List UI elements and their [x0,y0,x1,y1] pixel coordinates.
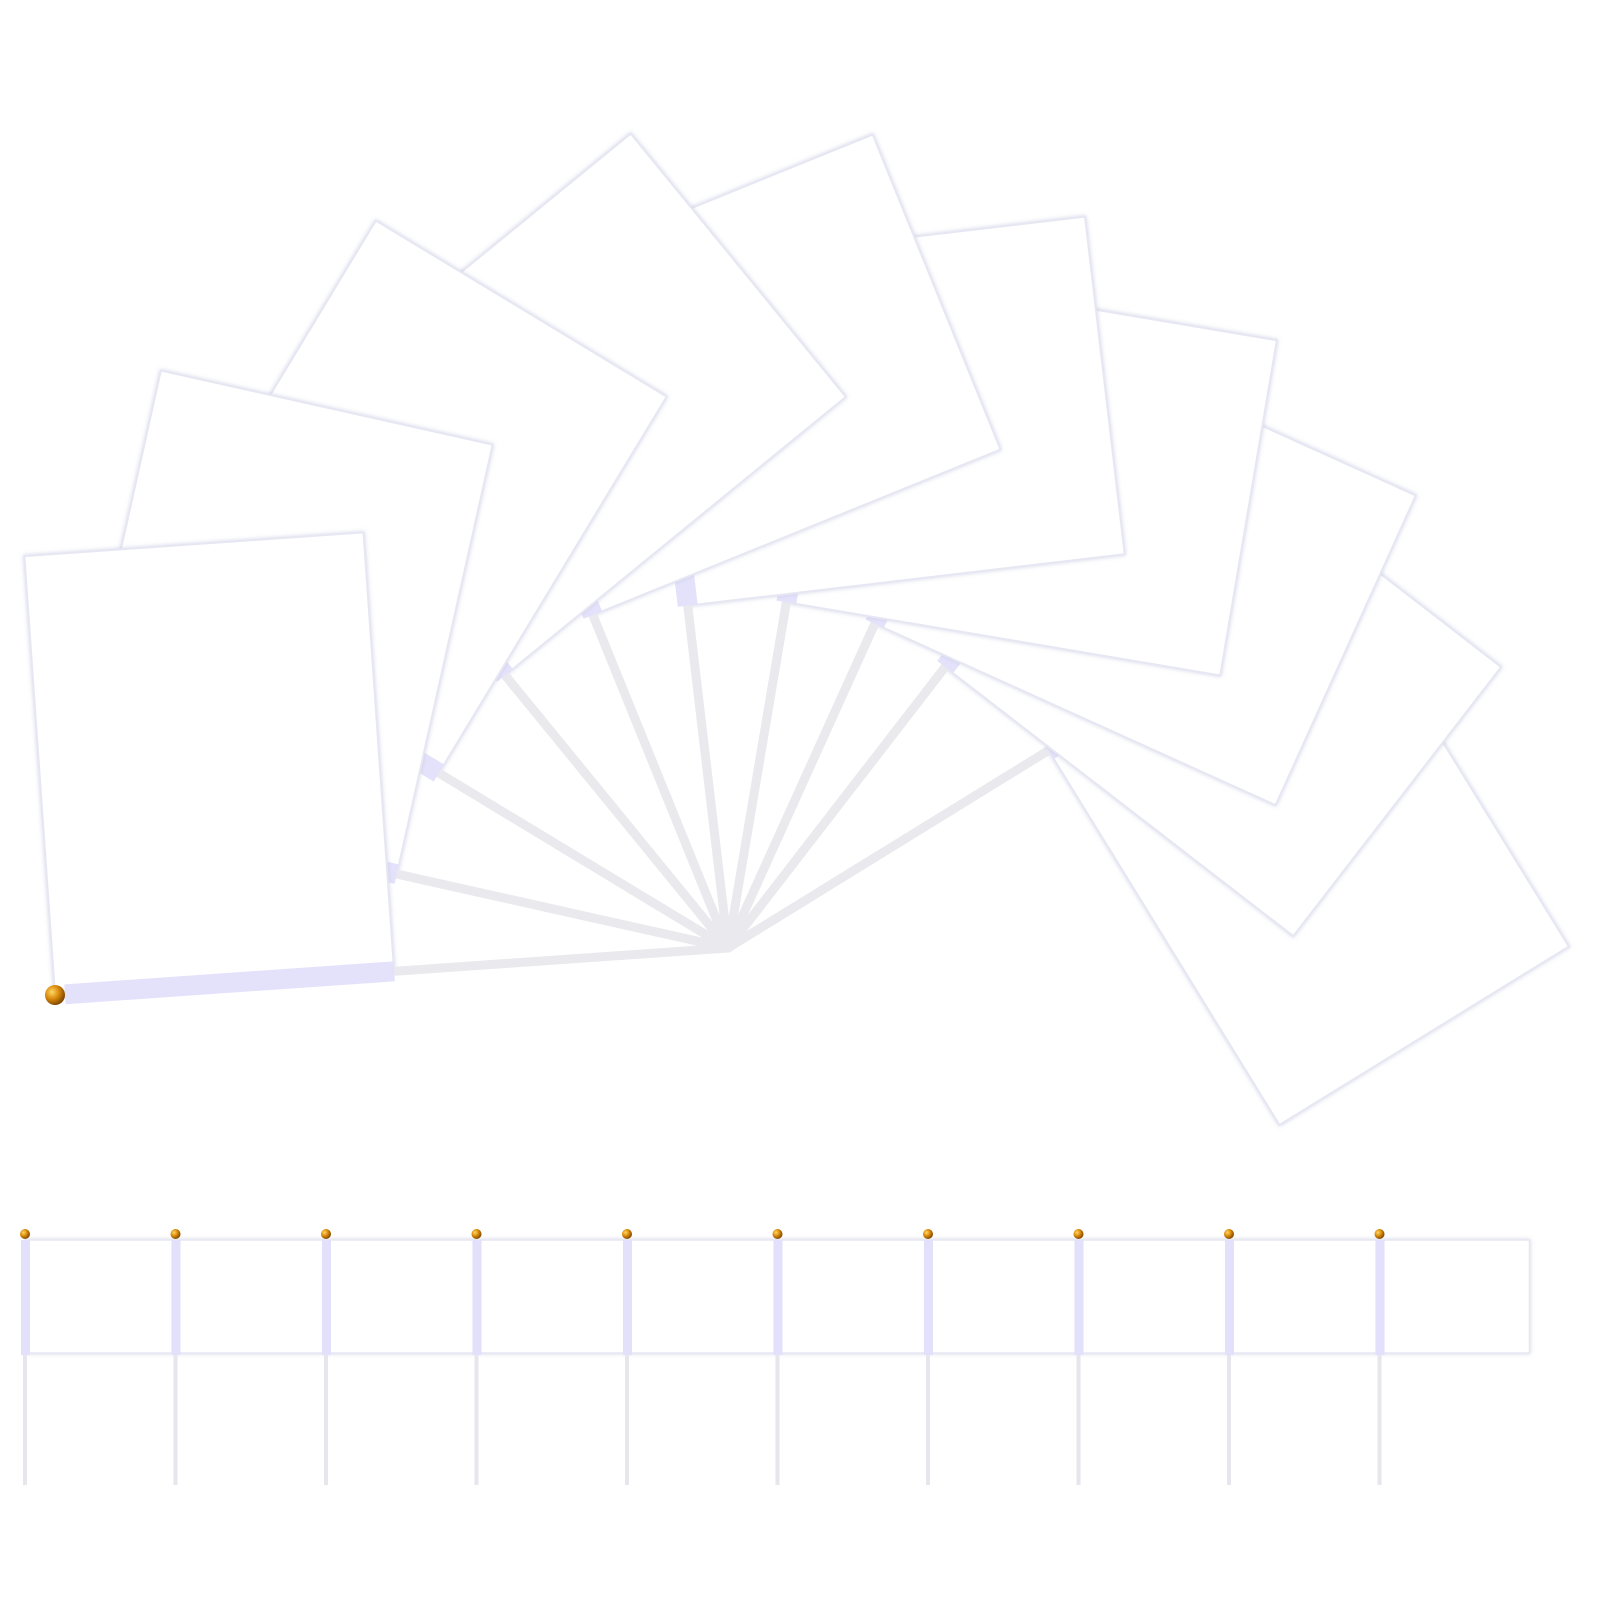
flag-cloth [325,1239,477,1354]
gold-ball [1374,1229,1385,1239]
small-flag [772,1229,929,1485]
small-flag [321,1229,477,1485]
flag-sleeve [21,1240,30,1355]
flag-sleeve [472,1240,482,1355]
small-flag [1224,1229,1380,1485]
gold-ball [321,1229,331,1239]
gold-ball [45,985,65,1005]
fan-of-flags [23,132,1571,1127]
flag-sleeve [924,1240,933,1355]
flag-sleeve [623,1240,632,1355]
small-flag [1073,1229,1230,1485]
flag-sleeve [322,1240,331,1355]
gold-ball [622,1229,632,1239]
flag-sleeve [1225,1240,1234,1355]
flag-cloth [626,1239,778,1354]
row-of-flags [20,1229,1531,1485]
flag-sleeve [1375,1240,1385,1355]
small-flag [1374,1229,1531,1485]
gold-ball [471,1229,482,1239]
flag-cloth [24,1239,176,1354]
flag-cloth [23,531,396,997]
gold-ball [1224,1229,1234,1239]
flag-cloth [1378,1239,1531,1354]
small-flag [471,1229,628,1485]
small-flag [622,1229,778,1485]
small-flag [923,1229,1079,1485]
gold-ball [1073,1229,1084,1239]
flag-cloth [174,1239,327,1354]
flag-cloth [927,1239,1079,1354]
flag-cloth [475,1239,628,1354]
gold-ball [20,1229,30,1239]
flag-cloth [1228,1239,1380,1354]
flag [23,531,733,1005]
gold-ball [772,1229,783,1239]
flag-sleeve [773,1240,783,1355]
flag-sleeve [1074,1240,1084,1355]
gold-ball [923,1229,933,1239]
gold-ball [170,1229,181,1239]
flag-sleeve [64,961,395,1005]
flag-cloth [1077,1239,1230,1354]
flag-cloth [776,1239,929,1354]
flag-sleeve [171,1240,181,1355]
small-flag [20,1229,176,1485]
